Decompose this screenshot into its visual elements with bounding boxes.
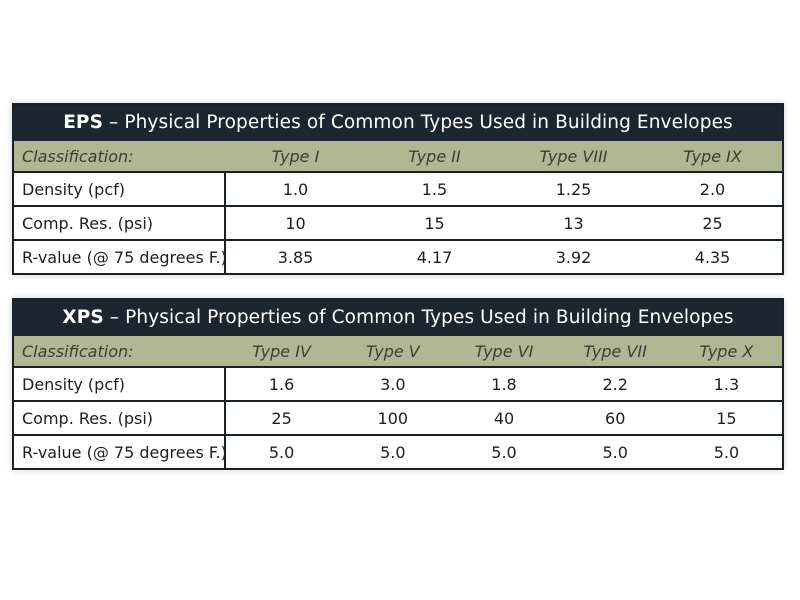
xps-header-row: Classification: Type IV Type V Type VI T… [14, 336, 782, 366]
eps-type-header: Type II [408, 146, 461, 166]
eps-r-value-row: R-value (@ 75 degrees F.) 3.85 4.17 3.92… [14, 239, 782, 273]
eps-classification-label: Classification: [22, 146, 134, 166]
row-label: R-value (@ 75 degrees F.) [14, 241, 227, 273]
table-cell: 5.0 [380, 442, 406, 462]
eps-comp-res-row: Comp. Res. (psi) 10 15 13 25 [14, 205, 782, 239]
eps-title-abbr: EPS [63, 112, 104, 133]
table-cell: 5.0 [602, 442, 628, 462]
eps-type-header: Type IX [683, 146, 742, 166]
eps-type-header: Type I [271, 146, 320, 166]
table-cell: 25 [271, 408, 292, 428]
row-label: Density (pcf) [14, 173, 226, 205]
table-cell: 1.0 [282, 179, 309, 199]
table-cell: 5.0 [713, 442, 740, 462]
table-cell: 1.3 [713, 374, 740, 394]
table-cell: 5.0 [491, 442, 517, 462]
table-cell: 100 [377, 408, 409, 428]
table-cell: 5.0 [268, 442, 295, 462]
eps-title-text: – Physical Properties of Common Types Us… [103, 112, 733, 133]
xps-type-header: Type V [365, 341, 420, 361]
table-cell: 2.0 [699, 179, 726, 199]
xps-comp-res-row: Comp. Res. (psi) 25 100 40 60 15 [14, 400, 782, 434]
xps-table-title: XPS – Physical Properties of Common Type… [14, 300, 782, 336]
table-cell: 15 [424, 213, 445, 233]
row-label: Comp. Res. (psi) [14, 402, 226, 434]
row-label: Comp. Res. (psi) [14, 207, 226, 239]
table-cell: 1.5 [421, 179, 448, 199]
xps-r-value-row: R-value (@ 75 degrees F.) 5.0 5.0 5.0 5.… [14, 434, 782, 468]
table-cell: 1.25 [555, 179, 592, 199]
xps-title-text: – Physical Properties of Common Types Us… [103, 307, 734, 328]
eps-properties-table: EPS – Physical Properties of Common Type… [12, 103, 784, 275]
xps-properties-table: XPS – Physical Properties of Common Type… [12, 298, 784, 470]
table-cell: 1.6 [268, 374, 295, 394]
eps-type-header: Type VIII [539, 146, 608, 166]
xps-density-row: Density (pcf) 1.6 3.0 1.8 2.2 1.3 [14, 366, 782, 400]
table-cell: 60 [605, 408, 626, 428]
table-cell: 15 [716, 408, 737, 428]
table-cell: 4.35 [694, 247, 731, 267]
table-cell: 13 [563, 213, 584, 233]
xps-classification-label: Classification: [22, 341, 134, 361]
eps-header-row: Classification: Type I Type II Type VIII… [14, 141, 782, 171]
row-label: Density (pcf) [14, 368, 226, 400]
table-cell: 40 [493, 408, 515, 428]
xps-type-header: Type X [699, 341, 754, 361]
table-cell: 3.85 [277, 247, 314, 267]
table-cell: 4.17 [416, 247, 453, 267]
table-cell: 1.8 [491, 374, 517, 394]
table-cell: 25 [702, 213, 723, 233]
xps-type-header: Type VII [583, 341, 647, 361]
table-cell: 3.92 [555, 247, 592, 267]
row-label: R-value (@ 75 degrees F.) [14, 436, 227, 468]
eps-table-title: EPS – Physical Properties of Common Type… [14, 105, 782, 141]
xps-type-header: Type VI [474, 341, 534, 361]
xps-title-abbr: XPS [62, 307, 104, 328]
eps-density-row: Density (pcf) 1.0 1.5 1.25 2.0 [14, 171, 782, 205]
xps-type-header: Type IV [252, 341, 311, 361]
table-cell: 10 [285, 213, 306, 233]
table-cell: 2.2 [602, 374, 628, 394]
table-cell: 3.0 [380, 374, 406, 394]
